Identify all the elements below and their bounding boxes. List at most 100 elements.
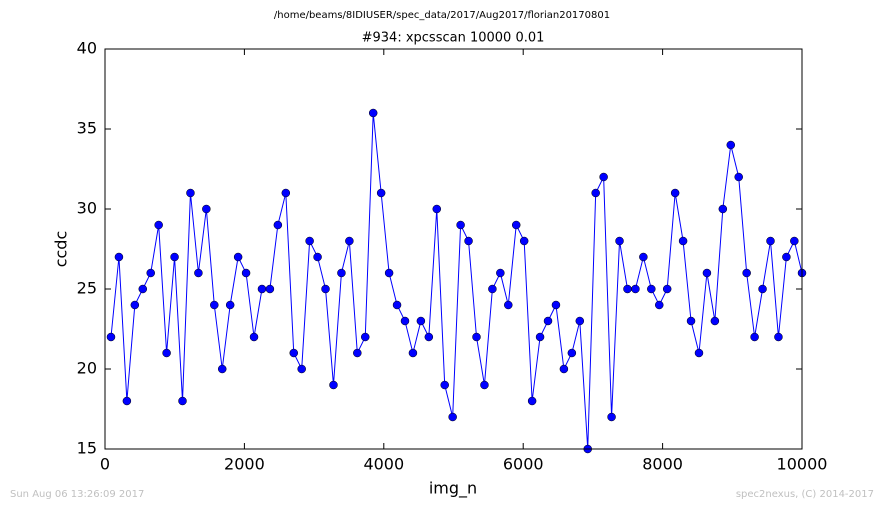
data-point (710, 316, 720, 326)
data-point (106, 332, 116, 342)
data-point (265, 284, 275, 294)
data-point (392, 300, 402, 310)
data-point (368, 108, 378, 118)
data-point (504, 300, 513, 310)
data-point (718, 204, 728, 214)
data-point (257, 284, 267, 294)
data-point (575, 316, 585, 326)
data-point (329, 380, 338, 390)
data-point (154, 220, 163, 230)
data-point (321, 284, 330, 294)
data-point (202, 204, 211, 214)
x-tick-label: 8000 (642, 455, 683, 474)
data-point (281, 188, 291, 198)
data-point (162, 348, 171, 358)
data-point (416, 316, 426, 326)
data-point (662, 284, 672, 294)
data-point (432, 204, 442, 214)
data-point (297, 364, 306, 374)
data-point (194, 268, 203, 278)
data-point (408, 348, 418, 358)
data-point (742, 268, 751, 278)
data-point (130, 300, 140, 310)
data-point (774, 332, 783, 342)
data-point (249, 332, 259, 342)
data-point (750, 332, 759, 342)
data-point (527, 396, 537, 406)
chart-subtitle: /home/beams/8IDIUSER/spec_data/2017/Aug2… (274, 10, 610, 21)
data-point (345, 236, 354, 246)
data-point (543, 316, 553, 326)
x-tick-label: 6000 (503, 455, 544, 474)
data-point (448, 412, 457, 422)
data-point (480, 380, 489, 390)
data-point (114, 252, 124, 262)
data-point (170, 252, 179, 262)
data-point (519, 236, 529, 246)
data-point (225, 300, 235, 310)
data-point (607, 412, 616, 422)
y-tick-label: 15 (77, 439, 97, 458)
data-point (305, 236, 314, 246)
data-point (567, 348, 577, 358)
data-point (456, 220, 465, 230)
data-point (241, 268, 251, 278)
x-tick-label: 10000 (777, 455, 828, 474)
chart-title: #934: xpcsscan 10000 0.01 (362, 31, 545, 46)
data-point (337, 268, 346, 278)
data-point (361, 332, 370, 342)
footer-left: Sun Aug 06 13:26:09 2017 (10, 489, 144, 500)
data-point (146, 268, 155, 278)
data-point (734, 172, 743, 182)
data-point (511, 220, 521, 230)
data-point (782, 252, 791, 262)
data-point (138, 284, 148, 294)
data-point (694, 348, 704, 358)
data-point (615, 236, 624, 246)
data-point (233, 252, 243, 262)
data-point (758, 284, 767, 294)
data-point (686, 316, 696, 326)
y-tick-label: 30 (77, 199, 97, 218)
data-point (599, 172, 608, 182)
data-point (122, 396, 132, 406)
data-point (440, 380, 449, 390)
data-point (424, 332, 434, 342)
x-tick-label: 2000 (224, 455, 265, 474)
data-point (631, 284, 640, 294)
data-point (766, 236, 775, 246)
data-point (178, 396, 187, 406)
x-tick-label: 0 (100, 455, 110, 474)
x-axis-label: img_n (429, 479, 477, 499)
data-point (702, 268, 712, 278)
data-point (655, 300, 664, 310)
data-point (472, 332, 481, 342)
data-point (551, 300, 561, 310)
y-tick-label: 25 (77, 279, 97, 298)
data-point (289, 348, 298, 358)
data-point (670, 188, 680, 198)
data-point (384, 268, 394, 278)
data-point (376, 188, 386, 198)
data-point (186, 188, 195, 198)
data-point (535, 332, 545, 342)
y-axis-label: ccdc (52, 231, 71, 268)
y-tick-label: 35 (77, 119, 97, 138)
data-point (400, 316, 410, 326)
data-point (559, 364, 569, 374)
data-point (464, 236, 473, 246)
y-tick-label: 20 (77, 359, 97, 378)
data-point (639, 252, 648, 262)
y-tick-label: 40 (77, 39, 97, 58)
data-line (110, 112, 803, 450)
data-point (790, 236, 799, 246)
data-point (726, 140, 736, 150)
data-point (488, 284, 497, 294)
data-point (496, 268, 505, 278)
x-tick-label: 4000 (363, 455, 404, 474)
data-point (647, 284, 656, 294)
data-point (217, 364, 227, 374)
plot-frame (104, 48, 803, 450)
data-point (273, 220, 283, 230)
